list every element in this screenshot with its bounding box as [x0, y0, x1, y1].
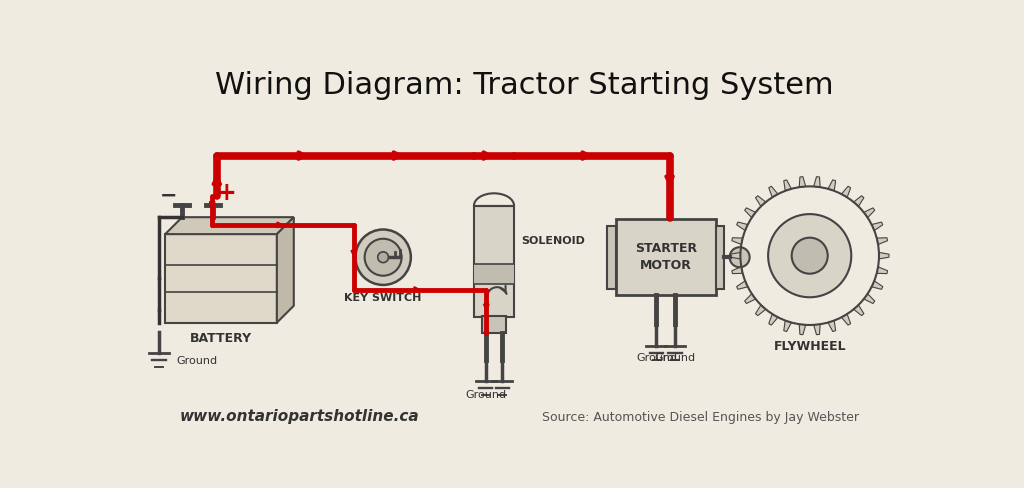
Polygon shape — [814, 177, 820, 187]
Polygon shape — [744, 208, 756, 218]
Polygon shape — [783, 180, 792, 191]
Bar — [716, 225, 724, 289]
Text: STARTER
MOTOR: STARTER MOTOR — [635, 242, 696, 272]
Polygon shape — [732, 267, 742, 274]
Circle shape — [365, 239, 401, 276]
Polygon shape — [769, 186, 778, 197]
Text: Ground: Ground — [654, 353, 695, 363]
Bar — [474, 264, 514, 284]
Polygon shape — [842, 314, 851, 325]
Text: Source: Automotive Diesel Engines by Jay Webster: Source: Automotive Diesel Engines by Jay… — [542, 410, 859, 424]
Polygon shape — [854, 196, 864, 206]
Polygon shape — [864, 208, 874, 218]
Bar — [615, 220, 716, 295]
Polygon shape — [871, 281, 883, 289]
Polygon shape — [799, 177, 806, 187]
Polygon shape — [799, 324, 806, 335]
Polygon shape — [842, 186, 851, 197]
Polygon shape — [732, 238, 742, 244]
Circle shape — [768, 214, 851, 297]
Polygon shape — [769, 314, 778, 325]
Polygon shape — [730, 252, 740, 259]
Circle shape — [730, 247, 750, 267]
Bar — [474, 205, 514, 317]
Circle shape — [355, 229, 411, 285]
Polygon shape — [877, 267, 888, 274]
Bar — [481, 316, 506, 333]
Bar — [607, 225, 615, 289]
Polygon shape — [165, 217, 294, 234]
Text: +: + — [217, 181, 237, 204]
Text: Wiring Diagram: Tractor Starting System: Wiring Diagram: Tractor Starting System — [215, 71, 835, 100]
Bar — [165, 234, 276, 323]
Polygon shape — [736, 222, 748, 230]
Text: BATTERY: BATTERY — [190, 332, 252, 345]
Text: www.ontariopartshotline.ca: www.ontariopartshotline.ca — [180, 408, 420, 424]
Text: Ground: Ground — [176, 356, 217, 366]
Text: SOLENOID: SOLENOID — [521, 236, 586, 246]
Polygon shape — [828, 321, 836, 331]
Polygon shape — [756, 196, 766, 206]
Polygon shape — [744, 294, 756, 304]
Text: FLYWHEEL: FLYWHEEL — [773, 341, 846, 353]
Polygon shape — [736, 281, 748, 289]
Polygon shape — [783, 321, 792, 331]
Text: Ground: Ground — [465, 390, 506, 401]
Polygon shape — [828, 180, 836, 191]
Circle shape — [792, 238, 827, 274]
Polygon shape — [814, 324, 820, 335]
Polygon shape — [864, 294, 874, 304]
Polygon shape — [276, 217, 294, 323]
Polygon shape — [854, 305, 864, 316]
Polygon shape — [877, 238, 888, 244]
Text: KEY SWITCH: KEY SWITCH — [344, 293, 422, 303]
Polygon shape — [871, 222, 883, 230]
Text: Ground: Ground — [636, 353, 677, 363]
Polygon shape — [879, 252, 889, 259]
Polygon shape — [756, 305, 766, 316]
Circle shape — [378, 252, 388, 263]
Text: −: − — [160, 185, 177, 205]
